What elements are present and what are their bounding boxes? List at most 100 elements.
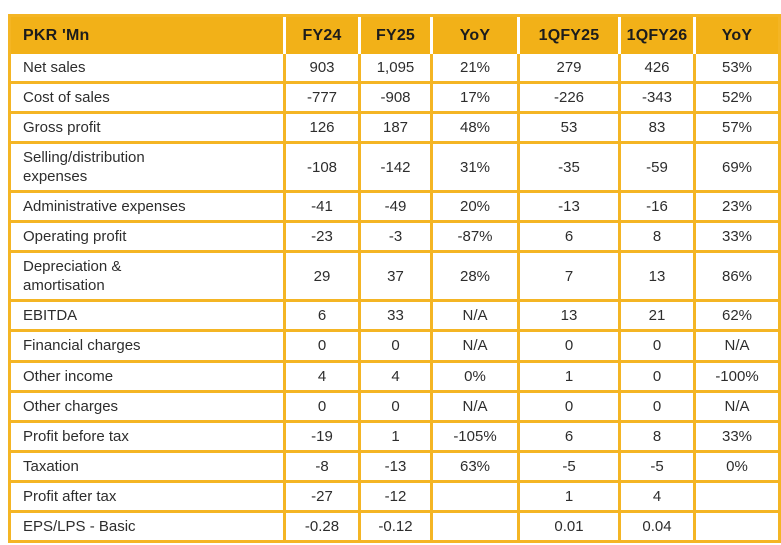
cell-value: 48% (433, 111, 520, 142)
cell-value: 0 (361, 329, 433, 360)
cell-value: 0% (696, 449, 778, 480)
cell-value: 0 (286, 389, 361, 420)
cell-value: -105% (433, 419, 520, 450)
cell-value: -108 (286, 141, 361, 191)
cell-value: 6 (286, 299, 361, 330)
cell-value: 903 (286, 54, 361, 82)
row-label: Operating profit (11, 220, 286, 251)
table-row: Other charges 0 0 N/A 0 0 N/A (11, 389, 778, 420)
cell-value: -5 (621, 449, 696, 480)
row-label: Other charges (11, 389, 286, 420)
cell-value: 13 (520, 299, 621, 330)
cell-value: 13 (621, 250, 696, 300)
col-header-fy25: FY25 (361, 17, 433, 54)
cell-value: -100% (696, 359, 778, 390)
cell-value: 33% (696, 220, 778, 251)
cell-value: 69% (696, 141, 778, 191)
cell-value: 1,095 (361, 54, 433, 82)
table-row: Cost of sales -777 -908 17% -226 -343 52% (11, 81, 778, 112)
cell-value: 53 (520, 111, 621, 142)
cell-value: -3 (361, 220, 433, 251)
cell-value: 53% (696, 54, 778, 82)
header-row: PKR 'Mn FY24 FY25 YoY 1QFY25 1QFY26 YoY (11, 17, 778, 54)
row-label: Other income (11, 359, 286, 390)
table-row: Net sales 903 1,095 21% 279 426 53% (11, 54, 778, 82)
cell-value (696, 509, 778, 540)
cell-value: -12 (361, 479, 433, 510)
row-label: EBITDA (11, 299, 286, 330)
cell-value: 126 (286, 111, 361, 142)
cell-value (433, 479, 520, 510)
col-header-metric: PKR 'Mn (11, 17, 286, 54)
cell-value: 0 (621, 389, 696, 420)
cell-value: N/A (696, 389, 778, 420)
cell-value: 33 (361, 299, 433, 330)
table-row: Other income 4 4 0% 1 0 -100% (11, 359, 778, 390)
table-row: Administrative expenses -41 -49 20% -13 -16 23… (11, 190, 778, 221)
cell-value: -49 (361, 190, 433, 221)
cell-value: 86% (696, 250, 778, 300)
row-label: Selling/distribution expenses (11, 141, 286, 191)
cell-value: 17% (433, 81, 520, 112)
cell-value: -908 (361, 81, 433, 112)
cell-value: -343 (621, 81, 696, 112)
col-header-1qfy25: 1QFY25 (520, 17, 621, 54)
cell-value: -59 (621, 141, 696, 191)
cell-value: 0.04 (621, 509, 696, 540)
cell-value: 28% (433, 250, 520, 300)
cell-value: 187 (361, 111, 433, 142)
cell-value: 23% (696, 190, 778, 221)
cell-value (696, 479, 778, 510)
table-body: Net sales 903 1,095 21% 279 426 53% Cost of sal… (11, 54, 778, 540)
col-header-1qfy26: 1QFY26 (621, 17, 696, 54)
cell-value: 6 (520, 220, 621, 251)
cell-value: -27 (286, 479, 361, 510)
cell-value: 0 (621, 329, 696, 360)
cell-value: 8 (621, 419, 696, 450)
cell-value: 0 (621, 359, 696, 390)
row-label: EPS/LPS - Basic (11, 509, 286, 540)
cell-value: -16 (621, 190, 696, 221)
table-row: Taxation -8 -13 63% -5 -5 0% (11, 449, 778, 480)
row-label: Cost of sales (11, 81, 286, 112)
cell-value: 33% (696, 419, 778, 450)
cell-value: -0.12 (361, 509, 433, 540)
table-row: Selling/distribution expenses -108 -142 31%… (11, 141, 778, 191)
cell-value: 1 (520, 479, 621, 510)
row-label: Gross profit (11, 111, 286, 142)
table-row: Profit after tax -27 -12 1 4 (11, 479, 778, 510)
cell-value: -5 (520, 449, 621, 480)
cell-value: 52% (696, 81, 778, 112)
row-label: Net sales (11, 54, 286, 82)
cell-value: 0 (361, 389, 433, 420)
col-header-yoy-annual: YoY (433, 17, 520, 54)
cell-value: -35 (520, 141, 621, 191)
cell-value: 21 (621, 299, 696, 330)
col-header-fy24: FY24 (286, 17, 361, 54)
cell-value: -41 (286, 190, 361, 221)
cell-value: 0.01 (520, 509, 621, 540)
cell-value: 0 (286, 329, 361, 360)
cell-value: 1 (520, 359, 621, 390)
cell-value: -0.28 (286, 509, 361, 540)
cell-value: N/A (433, 329, 520, 360)
table-row: Financial charges 0 0 N/A 0 0 N/A (11, 329, 778, 360)
cell-value: 37 (361, 250, 433, 300)
financials-table: PKR 'Mn FY24 FY25 YoY 1QFY25 1QFY26 YoY … (8, 14, 781, 543)
cell-value: 8 (621, 220, 696, 251)
cell-value: 4 (286, 359, 361, 390)
col-header-yoy-quarterly: YoY (696, 17, 778, 54)
table-row: Gross profit 126 187 48% 53 83 57% (11, 111, 778, 142)
cell-value: N/A (433, 299, 520, 330)
cell-value: 0% (433, 359, 520, 390)
cell-value: 21% (433, 54, 520, 82)
cell-value: 63% (433, 449, 520, 480)
cell-value: 4 (621, 479, 696, 510)
cell-value: 6 (520, 419, 621, 450)
row-label: Profit before tax (11, 419, 286, 450)
cell-value: 29 (286, 250, 361, 300)
cell-value: -142 (361, 141, 433, 191)
table-row: EBITDA 6 33 N/A 13 21 62% (11, 299, 778, 330)
cell-value: -13 (520, 190, 621, 221)
